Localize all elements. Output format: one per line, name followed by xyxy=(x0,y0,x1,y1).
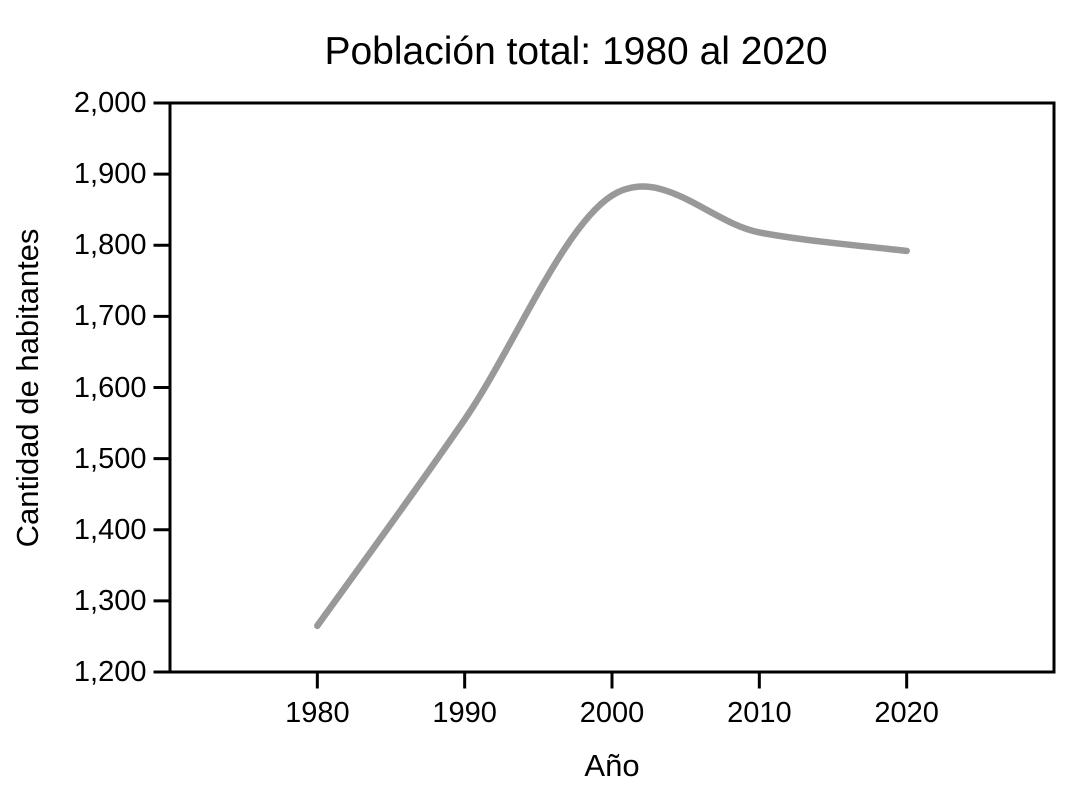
y-tick-label: 1,700 xyxy=(73,300,147,333)
population-line xyxy=(314,183,910,630)
chart-title: Población total: 1980 al 2020 xyxy=(324,30,828,73)
x-tick-label: 2000 xyxy=(579,696,645,729)
y-tick-label: 1,600 xyxy=(73,371,147,404)
y-tick-label: 1,500 xyxy=(73,442,147,475)
x-tick-label: 1990 xyxy=(432,696,497,729)
y-tick-label: 1,200 xyxy=(73,656,147,688)
y-tick-label: 1,300 xyxy=(73,584,147,617)
x-axis-title: Año xyxy=(584,748,640,783)
x-tick-label: 2020 xyxy=(874,696,939,729)
x-tick-label: 1980 xyxy=(285,696,350,729)
y-tick-label: 1,800 xyxy=(73,229,147,262)
x-tick-label: 2010 xyxy=(727,696,792,729)
y-tick-label: 2,000 xyxy=(73,87,147,119)
y-tick-label: 1,400 xyxy=(73,513,147,546)
y-tick-label: 1,900 xyxy=(73,158,147,191)
plot-frame xyxy=(168,101,1056,674)
